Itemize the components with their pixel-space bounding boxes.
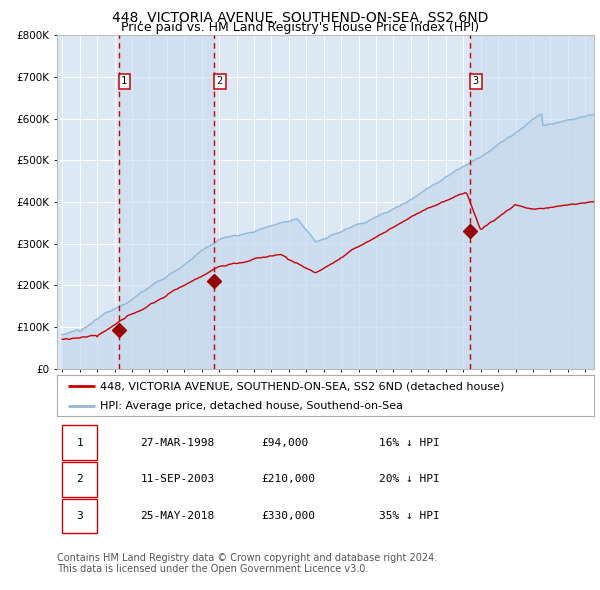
Text: 1: 1 <box>121 76 127 86</box>
Text: £330,000: £330,000 <box>261 511 315 521</box>
Text: 16% ↓ HPI: 16% ↓ HPI <box>379 438 440 448</box>
FancyBboxPatch shape <box>62 425 97 460</box>
Text: Price paid vs. HM Land Registry's House Price Index (HPI): Price paid vs. HM Land Registry's House … <box>121 21 479 34</box>
Text: 448, VICTORIA AVENUE, SOUTHEND-ON-SEA, SS2 6ND (detached house): 448, VICTORIA AVENUE, SOUTHEND-ON-SEA, S… <box>100 381 505 391</box>
FancyBboxPatch shape <box>62 499 97 533</box>
Text: 20% ↓ HPI: 20% ↓ HPI <box>379 474 440 484</box>
Text: 3: 3 <box>473 76 479 86</box>
Bar <box>470 35 594 369</box>
Text: £210,000: £210,000 <box>261 474 315 484</box>
Text: 35% ↓ HPI: 35% ↓ HPI <box>379 511 440 521</box>
Text: 2: 2 <box>76 474 83 484</box>
Text: HPI: Average price, detached house, Southend-on-Sea: HPI: Average price, detached house, Sout… <box>100 401 403 411</box>
Text: 27-MAR-1998: 27-MAR-1998 <box>140 438 214 448</box>
Text: Contains HM Land Registry data © Crown copyright and database right 2024.: Contains HM Land Registry data © Crown c… <box>57 553 437 563</box>
Text: 1: 1 <box>76 438 83 448</box>
Text: £94,000: £94,000 <box>261 438 308 448</box>
Text: 25-MAY-2018: 25-MAY-2018 <box>140 511 214 521</box>
Text: 11-SEP-2003: 11-SEP-2003 <box>140 474 214 484</box>
Text: 3: 3 <box>76 511 83 521</box>
FancyBboxPatch shape <box>62 462 97 497</box>
Text: 448, VICTORIA AVENUE, SOUTHEND-ON-SEA, SS2 6ND: 448, VICTORIA AVENUE, SOUTHEND-ON-SEA, S… <box>112 11 488 25</box>
Bar <box>119 35 214 369</box>
Text: 2: 2 <box>217 76 223 86</box>
Text: This data is licensed under the Open Government Licence v3.0.: This data is licensed under the Open Gov… <box>57 564 368 574</box>
